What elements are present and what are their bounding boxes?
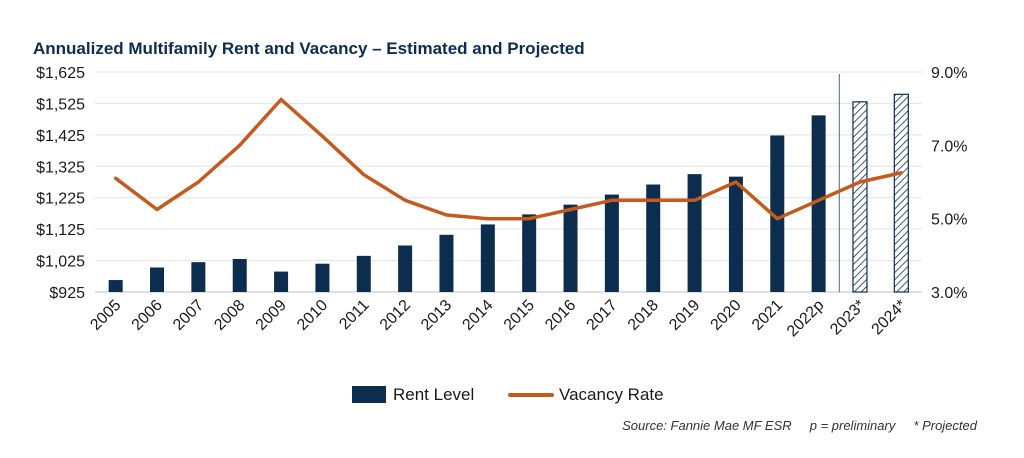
right-axis-ticks: 3.0% 5.0% 7.0% 9.0%	[931, 65, 967, 302]
rent-bar-2019	[687, 174, 702, 292]
rent-level-bars	[108, 93, 909, 293]
rent-bar-2020	[728, 176, 743, 292]
x-tick-label: 2019	[666, 297, 703, 334]
x-tick-label: 2007	[170, 297, 207, 334]
left-axis-ticks: $925 $1,025 $1,125 $1,225 $1,325 $1,425 $1,525…	[36, 65, 85, 302]
legend-label-vacancy-rate: Vacancy Rate	[559, 385, 664, 404]
left-tick-label: $1,125	[36, 222, 85, 239]
rent-bar-2007	[191, 262, 206, 292]
rent-bar-2024*	[893, 93, 909, 293]
rent-bar-2013	[439, 234, 454, 292]
rent-bar-2015	[522, 214, 537, 292]
x-tick-label: 2024*	[869, 297, 911, 339]
left-tick-label: $1,625	[36, 65, 85, 82]
right-tick-label: 5.0%	[931, 212, 967, 229]
rent-bar-2021	[770, 135, 785, 292]
rent-bar-2017	[604, 194, 619, 292]
x-tick-label: 2005	[87, 297, 124, 334]
x-tick-label: 2016	[542, 297, 579, 334]
rent-bar-2011	[356, 255, 371, 292]
rent-bar-2018	[646, 184, 661, 292]
x-tick-label: 2006	[129, 297, 166, 334]
x-tick-label: 2013	[418, 297, 455, 334]
vacancy-rate-line	[113, 97, 904, 221]
left-tick-label: $1,425	[36, 128, 85, 145]
rent-bar-2023*	[852, 101, 868, 293]
x-tick-label: 2020	[708, 297, 745, 334]
left-tick-label: $1,225	[36, 191, 85, 208]
right-tick-label: 7.0%	[931, 138, 967, 155]
left-tick-label: $1,025	[36, 254, 85, 271]
source-footnote: Source: Fannie Mae MF ESR p = preliminar…	[622, 418, 978, 433]
rent-bar-2005	[108, 280, 123, 292]
rent-bar-2016	[563, 204, 578, 292]
rent-bar-2008	[232, 259, 247, 292]
x-tick-label: 2011	[336, 297, 372, 333]
x-tick-label: 2012	[377, 297, 414, 334]
x-tick-label: 2009	[253, 297, 290, 334]
right-tick-label: 9.0%	[931, 65, 967, 82]
rent-bar-2012	[398, 245, 413, 292]
x-tick-label: 2021	[749, 297, 786, 334]
x-tick-label: 2023*	[827, 297, 869, 339]
rent-bar-2022p	[811, 115, 826, 292]
x-tick-label: 2014	[459, 297, 496, 334]
legend-label-rent-level: Rent Level	[393, 385, 474, 404]
legend-swatch-rent-level	[352, 386, 386, 403]
vacancy-line	[113, 97, 904, 221]
x-tick-label: 2022p	[784, 297, 828, 341]
left-tick-label: $925	[49, 285, 85, 302]
chart-title: Annualized Multifamily Rent and Vacancy …	[33, 39, 585, 58]
left-tick-label: $1,525	[36, 96, 85, 113]
rent-bar-2006	[150, 267, 165, 292]
legend: Rent Level Vacancy Rate	[352, 385, 664, 404]
gridlines	[95, 71, 922, 293]
left-tick-label: $1,325	[36, 159, 85, 176]
rent-bar-2014	[480, 224, 495, 292]
x-tick-label: 2010	[294, 297, 331, 334]
rent-bar-2010	[315, 263, 330, 292]
x-tick-label: 2017	[584, 297, 621, 334]
right-tick-label: 3.0%	[931, 285, 967, 302]
x-tick-label: 2008	[211, 297, 248, 334]
x-axis-ticks: 2005 2006 2007 2008 2009 2010 2011 2012 2013 2014…	[87, 297, 910, 341]
x-tick-label: 2015	[501, 297, 538, 334]
rent-bar-2009	[274, 271, 289, 292]
x-tick-label: 2018	[625, 297, 662, 334]
